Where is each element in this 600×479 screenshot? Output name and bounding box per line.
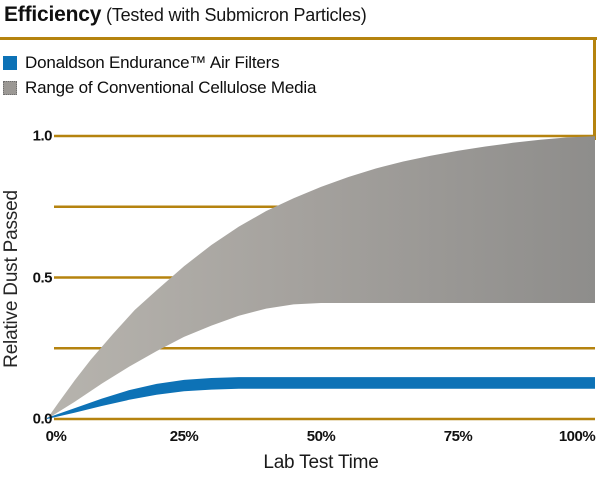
x-tick-75%: 75% — [443, 428, 473, 445]
x-tick-50%: 50% — [306, 428, 336, 445]
band-series-1 — [47, 377, 595, 419]
y-tick-0.5: 0.5 — [32, 269, 53, 286]
x-axis-title: Lab Test Time — [263, 452, 379, 473]
legend-item-cellulose: Range of Conventional Cellulose Media — [3, 75, 316, 100]
band-series-0 — [47, 136, 595, 420]
legend-label-endurance: Donaldson Endurance™ Air Filters — [25, 52, 280, 72]
y-tick-0.0: 0.0 — [32, 410, 53, 428]
title-divider — [0, 37, 597, 40]
y-tick-1.0: 1.0 — [32, 127, 53, 145]
legend-swatch-endurance — [3, 55, 17, 70]
chart-title: Efficiency — [4, 3, 102, 26]
legend-item-endurance: Donaldson Endurance™ Air Filters — [3, 50, 316, 75]
legend: Donaldson Endurance™ Air Filters Range o… — [3, 50, 316, 100]
legend-label-cellulose: Range of Conventional Cellulose Media — [25, 77, 317, 97]
x-tick-0%: 0% — [45, 428, 67, 445]
page-title: Efficiency (Tested with Submicron Partic… — [4, 3, 367, 27]
x-tick-25%: 25% — [169, 428, 199, 445]
x-tick-100%: 100% — [558, 428, 596, 445]
frame-right-border — [593, 37, 596, 140]
legend-swatch-cellulose — [3, 80, 17, 95]
chart-subtitle: (Tested with Submicron Particles) — [101, 5, 367, 25]
